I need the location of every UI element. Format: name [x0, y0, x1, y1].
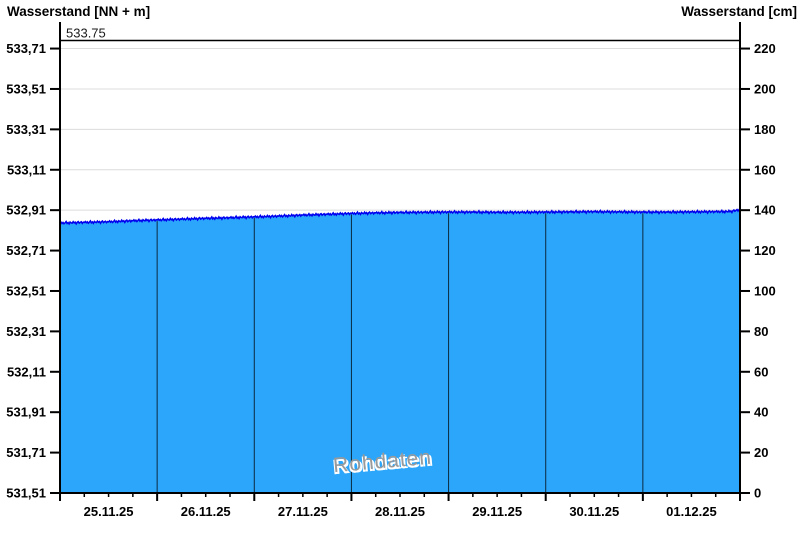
left-axis-tick-label: 532,11 [7, 364, 46, 379]
right-axis-tick-label: 60 [754, 364, 768, 379]
left-axis-tick-label: 532,71 [6, 243, 46, 258]
left-axis-tick-label: 532,51 [6, 283, 46, 298]
right-axis-tick-label: 180 [754, 122, 776, 137]
left-axis-tick-label: 531,51 [6, 486, 46, 501]
right-axis-tick-label: 40 [754, 405, 768, 420]
right-axis-tick-label: 80 [754, 324, 768, 339]
left-axis-tick-label: 533,51 [6, 81, 46, 96]
right-axis-tick-label: 120 [754, 243, 776, 258]
right-axis-tick-label: 200 [754, 81, 776, 96]
x-axis-date-label: 26.11.25 [181, 504, 231, 519]
right-axis-tick-label: 220 [754, 41, 776, 56]
right-axis-title: Wasserstand [cm] [681, 4, 797, 19]
right-axis-tick-label: 0 [754, 486, 761, 501]
left-axis-tick-label: 533,11 [7, 162, 46, 177]
marker-line-label: 533.75 [66, 25, 106, 40]
left-axis-title: Wasserstand [NN + m] [7, 4, 151, 19]
right-axis-tick-label: 20 [754, 445, 768, 460]
x-axis-date-label: 28.11.25 [375, 504, 425, 519]
right-axis-tick-label: 160 [754, 162, 776, 177]
left-axis-tick-label: 533,31 [6, 122, 46, 137]
x-axis-date-label: 30.11.25 [569, 504, 619, 519]
right-axis-tick-label: 100 [754, 283, 776, 298]
left-axis-tick-label: 531,71 [6, 445, 46, 460]
water-level-line [59, 208, 741, 226]
x-axis-date-label: 27.11.25 [278, 504, 328, 519]
left-axis-tick-label: 531,91 [6, 405, 46, 420]
water-level-area-fill [60, 209, 740, 493]
x-axis-date-label: 29.11.25 [472, 504, 522, 519]
left-axis-tick-label: 533,71 [6, 41, 46, 56]
left-axis-tick-label: 532,31 [6, 324, 46, 339]
x-axis-date-label: 01.12.25 [666, 504, 717, 519]
right-axis-tick-label: 140 [754, 203, 776, 218]
x-axis-date-label: 25.11.25 [84, 504, 134, 519]
left-axis-tick-label: 532,91 [6, 203, 46, 218]
